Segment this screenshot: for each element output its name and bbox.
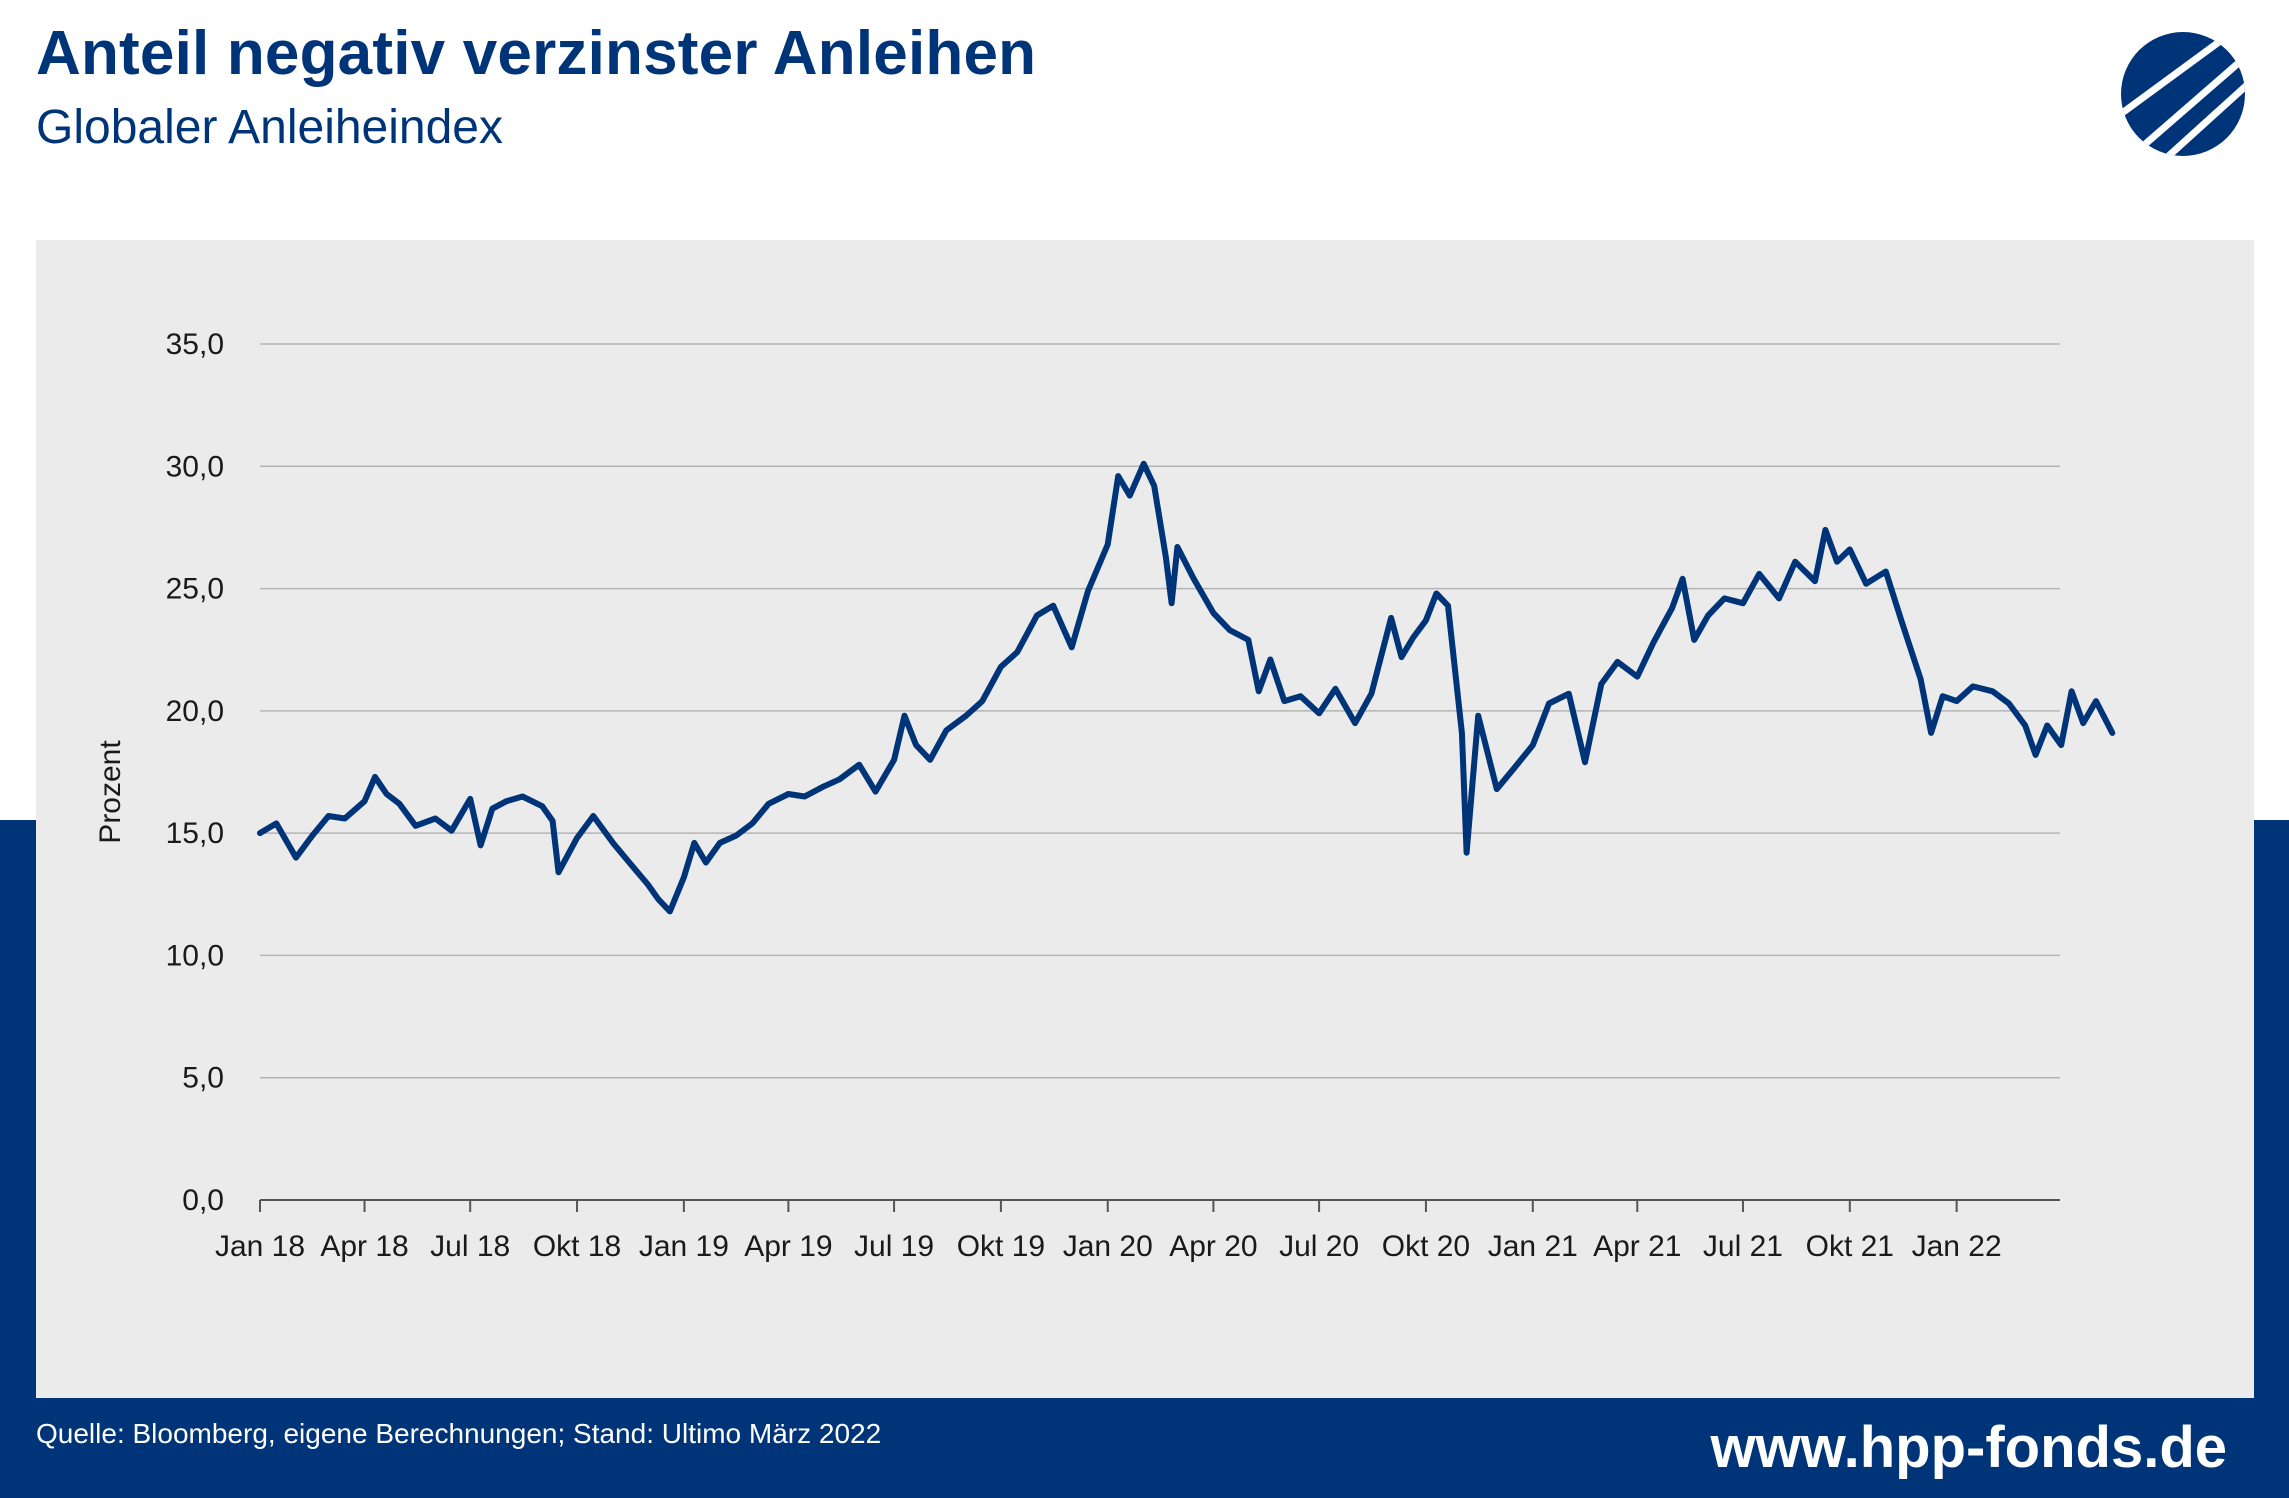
x-tick-label: Jan 20	[1063, 1230, 1153, 1263]
x-tick-label: Okt 21	[1806, 1230, 1894, 1263]
y-axis-label: Prozent	[94, 740, 127, 844]
x-tick-label: Jan 18	[215, 1230, 305, 1263]
chart-subtitle: Globaler Anleiheindex	[36, 101, 503, 154]
x-tick-label: Okt 18	[533, 1230, 621, 1263]
website-link[interactable]: www.hpp-fonds.de	[1710, 1415, 2227, 1480]
chart-panel: 0,0 5,0 10,0 15,0 20,0 25,0 30,0 35,0 Jan 18 Apr …	[36, 240, 2254, 1398]
x-tick-label: Jul 20	[1279, 1230, 1359, 1263]
x-tick-label: Okt 19	[957, 1230, 1045, 1263]
y-tick-label: 0,0	[182, 1184, 224, 1217]
y-tick-label: 25,0	[166, 573, 224, 606]
x-tick-label: Jan 22	[1912, 1230, 2002, 1263]
y-tick-label: 20,0	[166, 695, 224, 728]
chart-title: Anteil negativ verzinster Anleihen	[36, 19, 1037, 88]
y-tick-label: 5,0	[182, 1062, 224, 1095]
x-tick-label: Apr 21	[1593, 1230, 1681, 1263]
y-tick-label: 30,0	[166, 450, 224, 483]
x-tick-label: Jan 21	[1488, 1230, 1578, 1263]
x-tick-label: Apr 18	[320, 1230, 408, 1263]
series-line	[257, 460, 2116, 915]
y-tick-label: 10,0	[166, 939, 224, 972]
x-tick-label: Okt 20	[1382, 1230, 1470, 1263]
x-tick-label: Apr 19	[744, 1230, 832, 1263]
y-tick-label: 35,0	[166, 328, 224, 361]
x-tick-label: Jul 18	[430, 1230, 510, 1263]
x-tick-label: Jul 19	[854, 1230, 934, 1263]
y-tick-label: 15,0	[166, 817, 224, 850]
x-tick-label: Jan 19	[639, 1230, 729, 1263]
source-note: Quelle: Bloomberg, eigene Berechnungen; …	[36, 1418, 882, 1449]
line-chart: 0,0 5,0 10,0 15,0 20,0 25,0 30,0 35,0 Jan 18 Apr …	[94, 328, 2116, 1263]
hpp-logo-icon	[2121, 32, 2245, 156]
x-tick-label: Apr 20	[1169, 1230, 1257, 1263]
x-tick-label: Jul 21	[1703, 1230, 1783, 1263]
